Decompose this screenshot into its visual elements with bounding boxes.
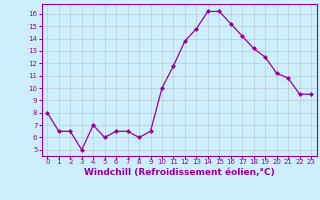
X-axis label: Windchill (Refroidissement éolien,°C): Windchill (Refroidissement éolien,°C) <box>84 168 275 177</box>
